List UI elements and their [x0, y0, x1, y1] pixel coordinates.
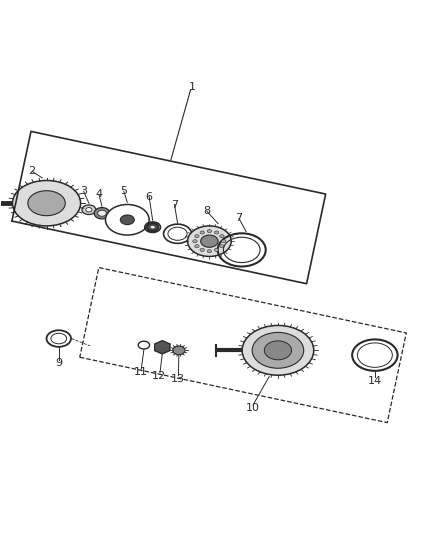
Ellipse shape — [12, 181, 81, 226]
Ellipse shape — [82, 205, 96, 215]
Ellipse shape — [120, 215, 134, 224]
Ellipse shape — [201, 235, 218, 247]
Text: 2: 2 — [28, 166, 35, 176]
Ellipse shape — [147, 223, 158, 231]
Text: 5: 5 — [120, 187, 127, 196]
Text: 7: 7 — [236, 214, 243, 223]
Ellipse shape — [242, 326, 314, 375]
Ellipse shape — [265, 341, 292, 360]
Text: 14: 14 — [368, 376, 382, 386]
Ellipse shape — [200, 231, 205, 234]
Ellipse shape — [86, 207, 92, 212]
Ellipse shape — [207, 230, 212, 233]
Text: 11: 11 — [134, 367, 148, 377]
Ellipse shape — [195, 245, 199, 248]
Ellipse shape — [94, 207, 110, 219]
Text: 12: 12 — [152, 370, 166, 381]
Ellipse shape — [195, 235, 199, 238]
Ellipse shape — [193, 240, 197, 243]
Text: 7: 7 — [171, 199, 178, 209]
Text: 10: 10 — [246, 403, 260, 414]
Text: 3: 3 — [80, 187, 87, 196]
Ellipse shape — [106, 205, 149, 235]
Text: 13: 13 — [170, 374, 184, 384]
Ellipse shape — [98, 210, 106, 216]
Text: 6: 6 — [146, 192, 152, 201]
Ellipse shape — [215, 231, 219, 234]
Text: 4: 4 — [95, 189, 102, 199]
Ellipse shape — [173, 346, 185, 354]
Ellipse shape — [200, 248, 205, 252]
Polygon shape — [155, 341, 170, 354]
Ellipse shape — [252, 333, 304, 368]
Text: 9: 9 — [55, 358, 62, 368]
Ellipse shape — [215, 248, 219, 252]
Text: 1: 1 — [188, 82, 195, 92]
Ellipse shape — [187, 226, 231, 256]
Ellipse shape — [220, 235, 224, 238]
Ellipse shape — [28, 191, 65, 216]
Text: 8: 8 — [203, 206, 210, 216]
Ellipse shape — [207, 249, 212, 253]
Ellipse shape — [220, 245, 224, 248]
Ellipse shape — [222, 240, 226, 243]
Ellipse shape — [150, 225, 155, 229]
